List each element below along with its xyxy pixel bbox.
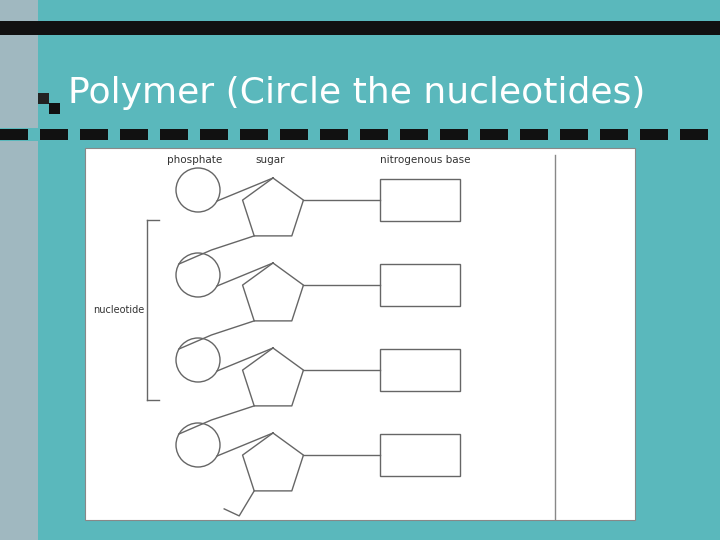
Text: Polymer (Circle the nucleotides): Polymer (Circle the nucleotides) — [68, 76, 645, 110]
Text: nucleotide: nucleotide — [93, 305, 144, 315]
Bar — [85, 148, 635, 520]
Bar — [380, 434, 460, 476]
Bar — [440, 129, 468, 140]
Bar — [0, 128, 720, 141]
Bar — [0, 21, 720, 35]
Bar — [40, 129, 68, 140]
Bar — [380, 264, 460, 306]
Bar — [520, 129, 548, 140]
Bar — [160, 129, 188, 140]
Bar — [200, 129, 228, 140]
Bar — [120, 129, 148, 140]
Bar — [680, 129, 708, 140]
Bar — [380, 179, 460, 221]
Text: phosphate: phosphate — [167, 155, 222, 165]
Bar — [280, 129, 308, 140]
Text: sugar: sugar — [256, 155, 284, 165]
Bar — [600, 129, 628, 140]
Bar — [38, 93, 49, 104]
Bar — [480, 129, 508, 140]
Bar — [240, 129, 268, 140]
Bar — [0, 129, 28, 140]
Text: nitrogenous base: nitrogenous base — [379, 155, 470, 165]
Bar — [360, 129, 388, 140]
Bar — [49, 103, 60, 114]
Bar — [320, 129, 348, 140]
Bar — [80, 129, 108, 140]
Bar — [0, 0, 38, 540]
Bar — [400, 129, 428, 140]
Bar — [560, 129, 588, 140]
Bar — [640, 129, 668, 140]
Bar — [380, 349, 460, 391]
